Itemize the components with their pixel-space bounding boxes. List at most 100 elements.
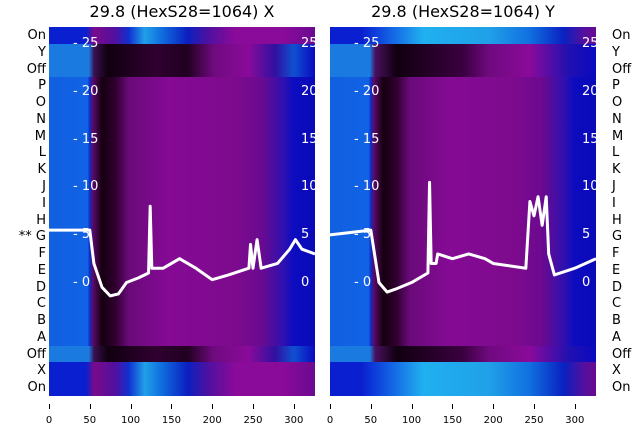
- heatmap-row: [330, 295, 596, 313]
- row-label: ** G: [18, 229, 46, 245]
- y-tick-label-right: 15: [582, 131, 596, 147]
- row-label: C: [36, 296, 46, 312]
- heatmap-row: [49, 295, 315, 313]
- row-label: D: [612, 279, 623, 295]
- heatmap-row: [330, 261, 596, 280]
- heatmap-row: [330, 77, 596, 95]
- row-label: N: [36, 111, 46, 127]
- row-label: E: [37, 262, 46, 278]
- heatmap-row: [49, 94, 315, 112]
- x-tick-label: 100: [121, 415, 141, 426]
- heatmap-row: [330, 27, 596, 45]
- heatmap-row: [49, 228, 315, 246]
- row-label: I: [612, 195, 616, 211]
- heatmap-row: [49, 362, 315, 380]
- x-tick-label: 0: [45, 415, 53, 426]
- heatmap-row: [330, 94, 596, 112]
- heatmap-row: [330, 110, 596, 129]
- y-tick-label: - 0: [354, 274, 372, 290]
- heatmap-row: [49, 278, 315, 296]
- heatmap-row: [330, 245, 596, 263]
- row-label: E: [612, 262, 621, 278]
- heatmap-row: [330, 144, 596, 162]
- heatmap-row: [49, 60, 315, 78]
- heatmap-row: [49, 77, 315, 95]
- x-tick-mark: [49, 404, 50, 409]
- heatmap-row: [330, 345, 596, 363]
- y-tick-label-right: 0: [301, 274, 310, 290]
- row-label: L: [38, 145, 46, 161]
- row-label: X: [612, 363, 621, 379]
- row-label: On: [612, 28, 631, 43]
- x-tick-mark: [574, 404, 576, 409]
- x-tick-mark: [533, 404, 535, 409]
- row-label: J: [612, 178, 616, 194]
- x-tick-mark: [493, 404, 495, 409]
- heatmap-row: [49, 194, 315, 212]
- heatmap-row: [330, 312, 596, 330]
- heatmap-row: [49, 177, 315, 196]
- x-tick-label: 300: [565, 415, 585, 426]
- row-label: F: [612, 246, 620, 262]
- y-tick-label-right: 15: [301, 131, 315, 147]
- row-label: O: [35, 95, 46, 111]
- heatmap-row: [330, 379, 596, 396]
- heatmap-row: [49, 110, 315, 129]
- y-tick-label-right: 0: [582, 274, 591, 290]
- x-tick-mark: [130, 404, 132, 409]
- x-tick-label: 50: [364, 415, 378, 426]
- heatmap-row: [49, 345, 315, 363]
- x-tick-mark: [89, 404, 91, 409]
- row-label: F: [38, 246, 46, 262]
- y-tick-label-right: 5: [301, 226, 310, 242]
- x-tick-label: 250: [243, 415, 263, 426]
- y-tick-label-right: 25: [301, 36, 315, 52]
- x-tick-mark: [212, 404, 214, 409]
- heatmap-row: [49, 43, 315, 62]
- row-label: H: [36, 212, 46, 228]
- heatmap-row: [49, 144, 315, 162]
- row-label: Off: [26, 61, 46, 77]
- y-tick-label: - 25: [73, 36, 99, 52]
- x-tick-mark: [293, 404, 295, 409]
- x-tick-label: 0: [326, 415, 334, 426]
- x-tick-mark: [252, 404, 254, 409]
- row-label: Y: [38, 44, 46, 60]
- heatmap-row: [49, 312, 315, 330]
- y-tick-label: - 10: [354, 179, 380, 195]
- heatmap-row: [330, 362, 596, 380]
- heatmap-row: [330, 43, 596, 62]
- row-label: A: [612, 329, 621, 345]
- heatmap-row: [49, 161, 315, 179]
- row-label: Y: [612, 44, 620, 60]
- row-label: K: [612, 162, 621, 178]
- x-tick-mark: [370, 404, 372, 409]
- x-tick-mark: [411, 404, 413, 409]
- row-label: Off: [26, 346, 46, 362]
- row-label: P: [612, 78, 620, 94]
- row-label: D: [35, 279, 46, 295]
- x-tick-label: 150: [161, 415, 181, 426]
- x-tick-label: 100: [402, 415, 422, 426]
- row-label: B: [612, 313, 621, 329]
- row-label: M: [34, 128, 46, 144]
- y-tick-label-right: 25: [582, 36, 596, 52]
- heatmap-row: [330, 177, 596, 196]
- x-tick-mark: [452, 404, 454, 409]
- row-label: G: [612, 229, 623, 245]
- y-tick-label: - 25: [354, 36, 380, 52]
- row-label: M: [612, 128, 624, 144]
- y-tick-label: - 20: [354, 83, 380, 99]
- row-label: K: [37, 162, 46, 178]
- row-label: On: [612, 380, 631, 396]
- heatmap-row: [49, 379, 315, 396]
- y-tick-label-right: 10: [582, 179, 596, 195]
- y-tick-label-right: 5: [582, 226, 591, 242]
- row-label: N: [612, 111, 622, 127]
- x-tick-label: 200: [202, 415, 222, 426]
- row-label: C: [612, 296, 622, 312]
- row-label: B: [37, 313, 46, 329]
- row-label: Off: [612, 346, 632, 362]
- y-tick-label: - 0: [73, 274, 91, 290]
